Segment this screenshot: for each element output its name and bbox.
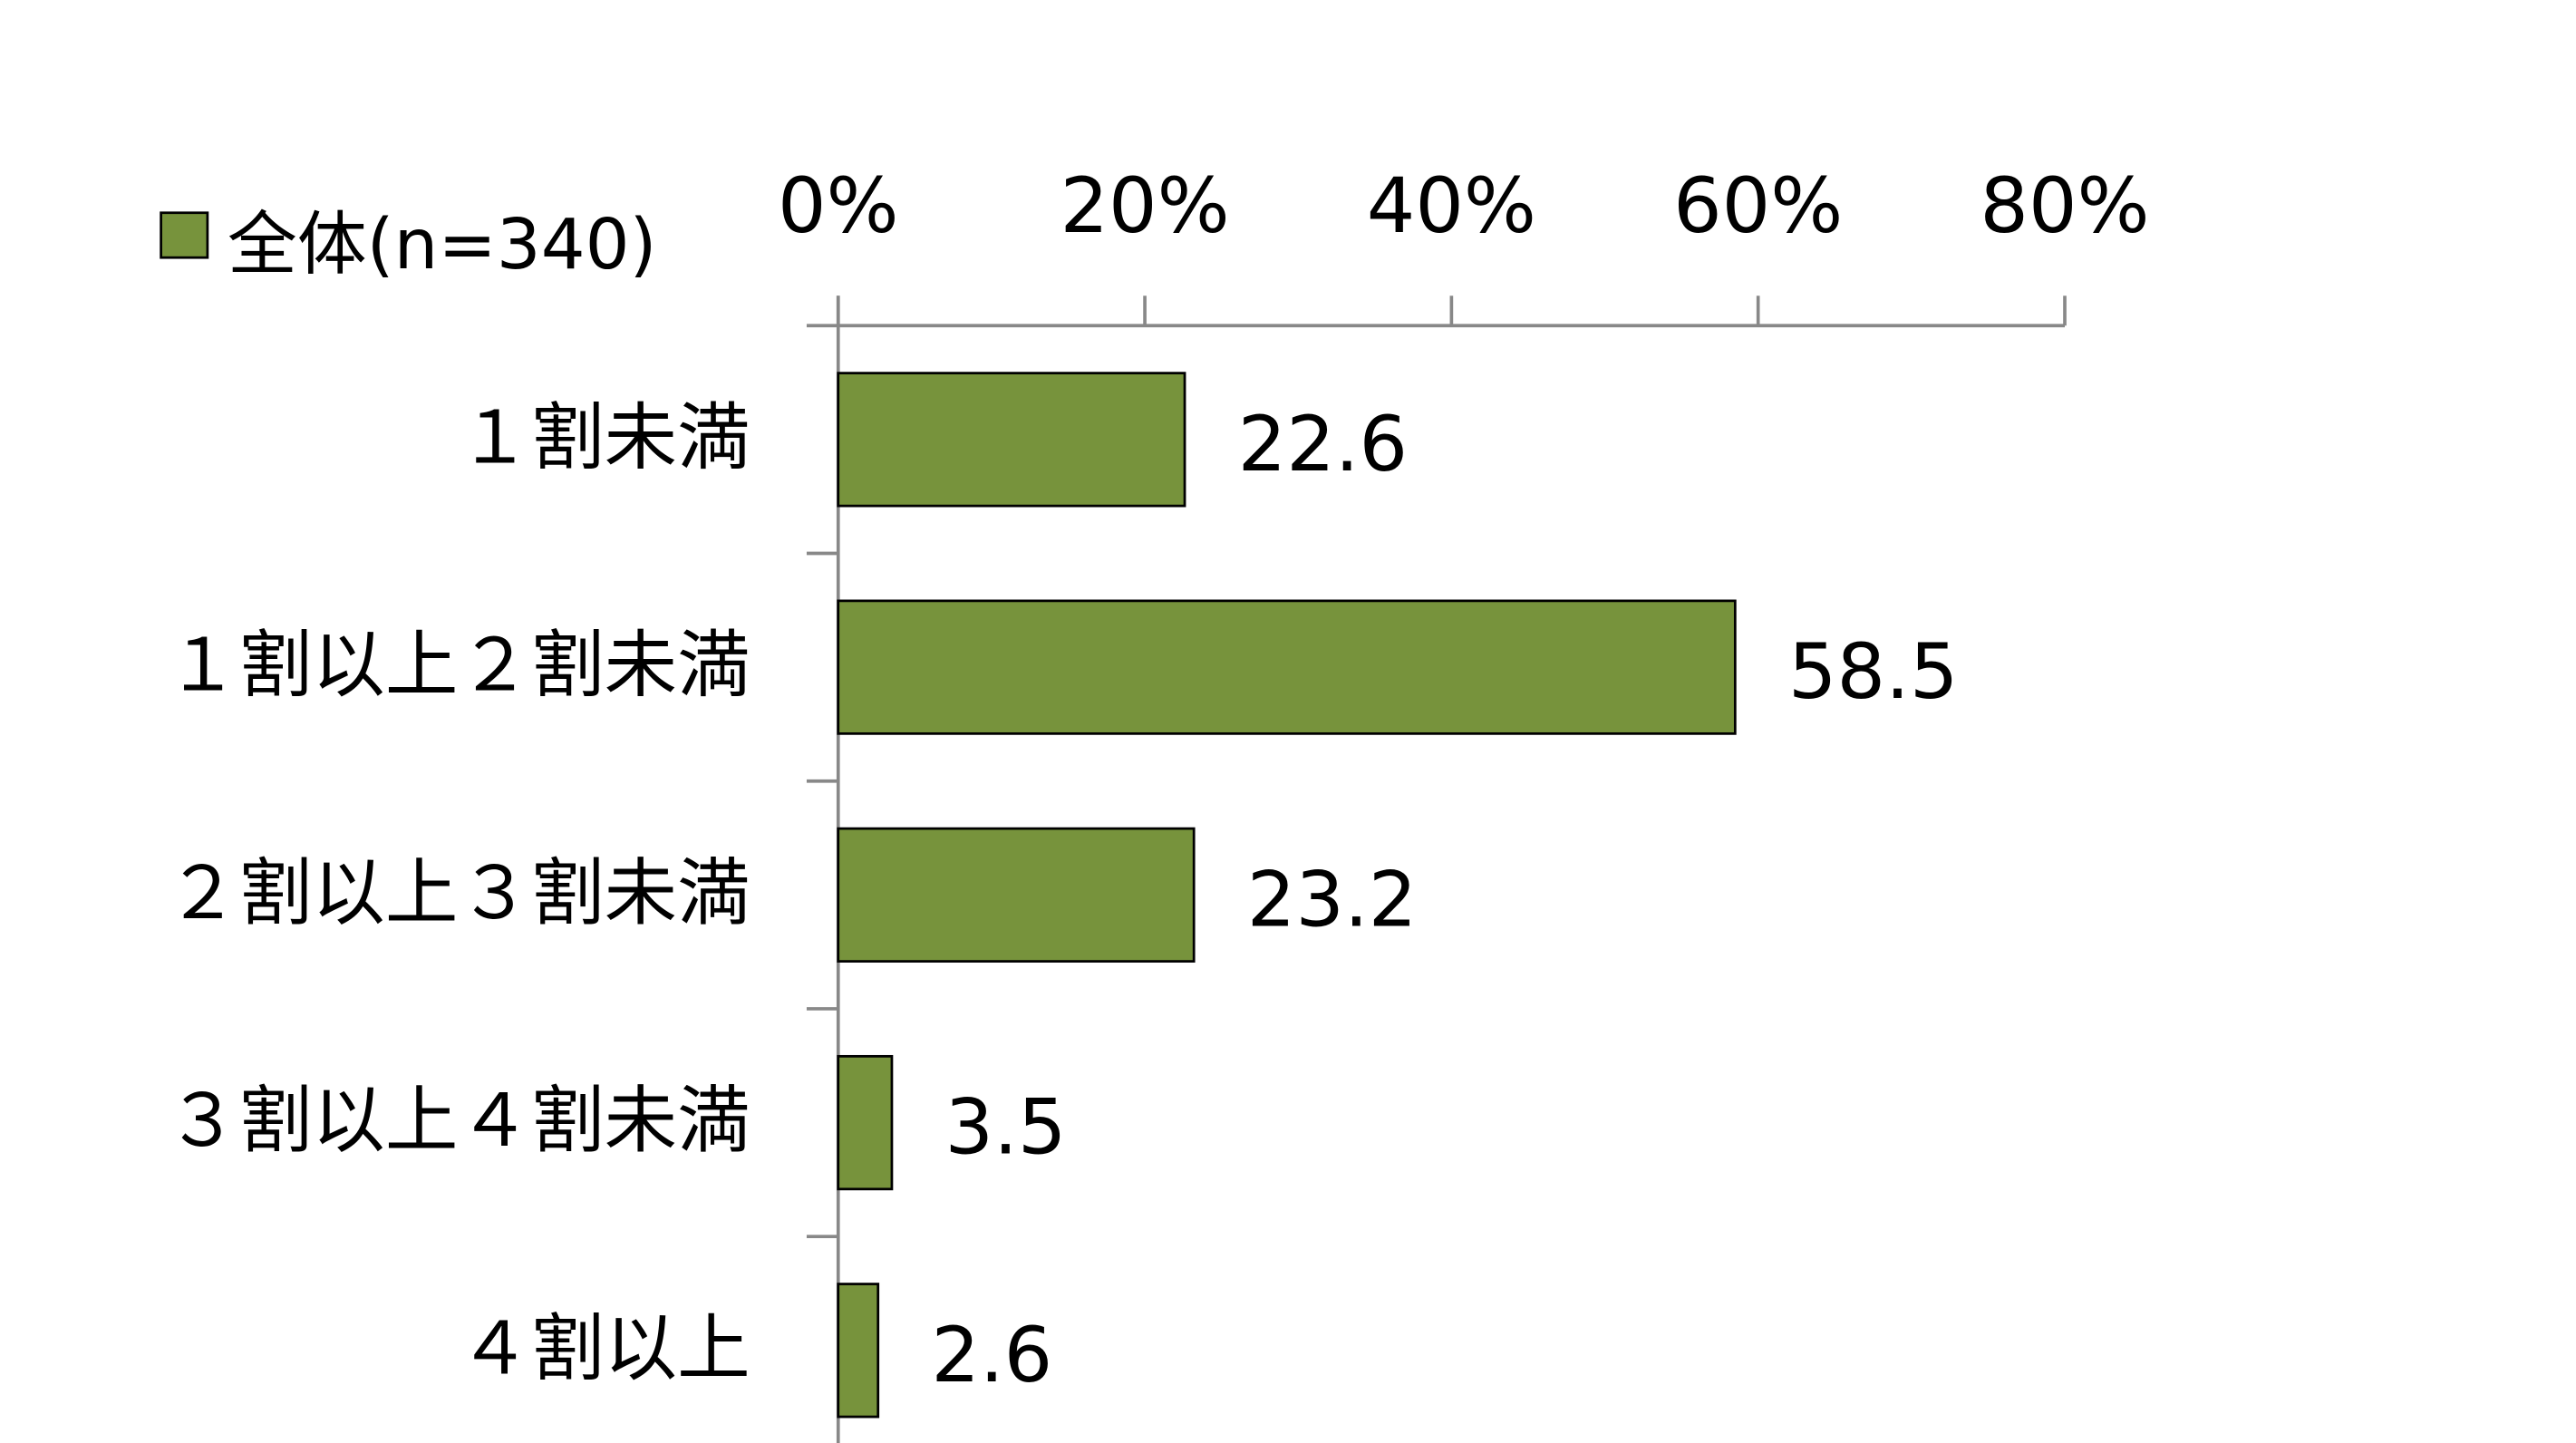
legend-swatch: [160, 211, 209, 259]
x-tick-label: 40%: [1367, 161, 1536, 250]
bar: [837, 599, 1737, 735]
bar: [837, 372, 1186, 508]
legend-label: 全体(n=340): [228, 205, 657, 286]
x-tick-label: 20%: [1060, 161, 1229, 250]
bar: [837, 827, 1196, 963]
y-tick-label: １割以上２割未満: [166, 624, 751, 709]
value-label: 23.2: [1247, 855, 1418, 944]
x-tick-label: 60%: [1673, 161, 1843, 250]
value-label: 2.6: [931, 1311, 1052, 1399]
value-label: 22.6: [1238, 400, 1409, 489]
y-tick-label: １割未満: [458, 396, 750, 481]
value-label: 58.5: [1788, 627, 1959, 716]
value-label: 3.5: [945, 1083, 1067, 1172]
y-tick-label: ２割以上３割未満: [166, 851, 751, 936]
x-tick-label: 80%: [1980, 161, 2149, 250]
bar: [837, 1283, 880, 1419]
y-tick-label: ３割以上４割未満: [166, 1079, 751, 1164]
x-tick-label: 0%: [778, 161, 899, 250]
bar: [837, 1054, 894, 1191]
y-tick-label: ４割以上: [458, 1306, 750, 1391]
